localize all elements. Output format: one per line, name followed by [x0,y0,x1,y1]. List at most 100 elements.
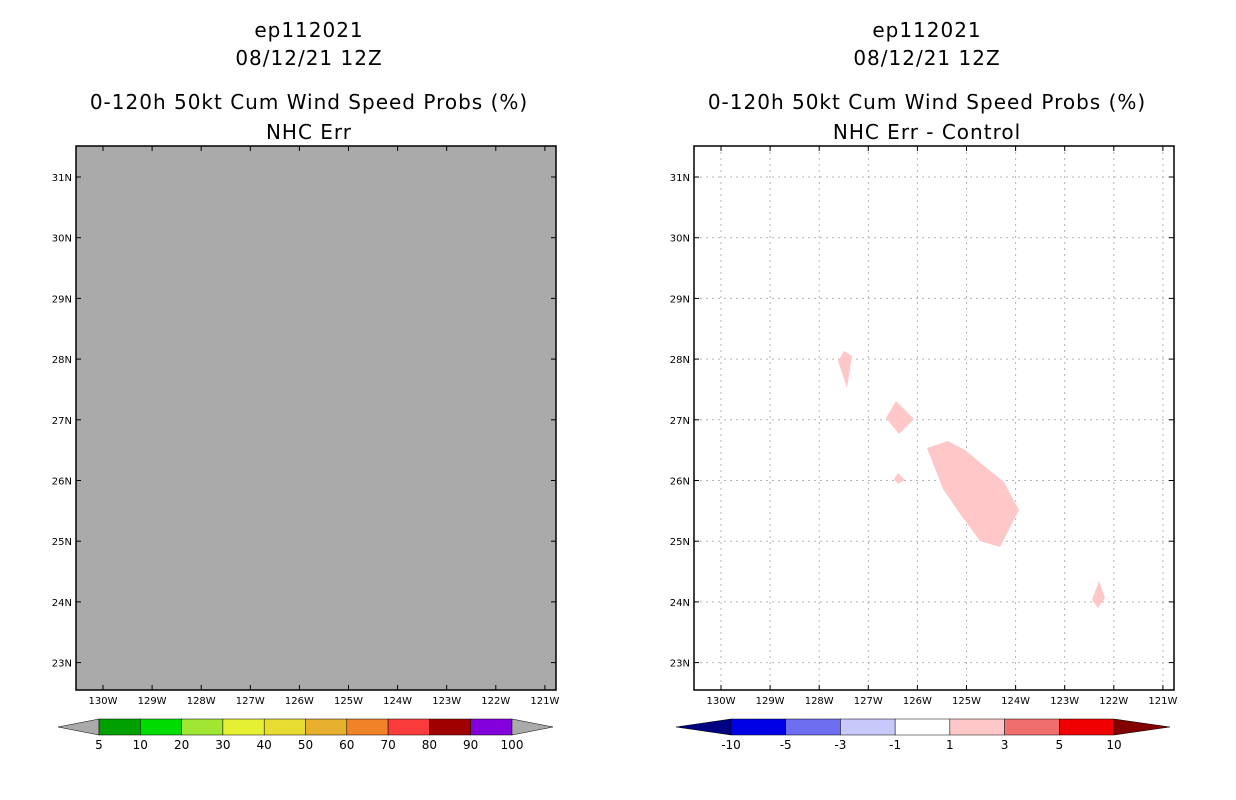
colorbar-label: 30 [215,738,230,752]
probability-difference-area [894,473,905,484]
colorbar-segment [730,718,786,736]
latitude-label: 24N [52,598,72,609]
colorbar-label: -1 [889,738,901,752]
right-panel: ep112021 08/12/21 12Z 0-120h 50kt Cum Wi… [618,0,1236,800]
longitude-label: 125W [334,696,363,707]
panel-subtitle: NHC Err - Control [832,120,1022,144]
datetime: 08/12/21 12Z [235,46,383,70]
longitude-label: 129W [756,696,785,707]
colorbar-label: 80 [422,738,437,752]
colorbar-label: 3 [1001,738,1009,752]
colorbar-segment [785,718,841,736]
colorbar-label: -5 [780,738,792,752]
colorbar-segment [346,718,389,736]
latitude-label: 27N [52,416,72,427]
map-background [694,146,1174,690]
longitude-label: 129W [138,696,167,707]
colorbar-segment [263,718,306,736]
colorbar-segment [1004,718,1060,736]
latitude-label: 30N [670,234,690,245]
latitude-label: 26N [670,477,690,488]
colorbar: -10 -5 -3 -1 1 3 5 10 [675,718,1171,752]
probability-difference-area [927,441,1019,547]
colorbar-label: 10 [1106,738,1121,752]
panel-subtitle: NHC Err [265,120,353,144]
longitude-label: 124W [1001,696,1030,707]
longitude-label: 121W [530,696,559,707]
colorbar-segment [98,718,141,736]
colorbar-label: 5 [1055,738,1063,752]
longitude-label: 121W [1148,696,1177,707]
colorbar: 5 10 20 30 40 50 60 70 80 90 100 [57,718,554,752]
colorbar-label: 90 [463,738,478,752]
latitude-label: 28N [52,355,72,366]
colorbar-label: 5 [95,738,103,752]
colorbar-segment [222,718,265,736]
colorbar-segment [470,718,513,736]
colorbar-segment [387,718,430,736]
longitude-label: 123W [432,696,461,707]
probability-difference-area [838,351,852,388]
latitude-label: 27N [670,416,690,427]
datetime: 08/12/21 12Z [853,46,1001,70]
colorbar-segment [429,718,471,736]
longitude-label: 127W [236,696,265,707]
latitude-label: 25N [52,537,72,548]
longitude-label: 122W [481,696,510,707]
colorbar-segment [305,718,348,736]
longitude-label: 126W [903,696,932,707]
latitude-label: 29N [52,294,72,305]
colorbar-low-end [57,718,100,736]
colorbar-segment [894,718,951,736]
map-left: 31N 30N 29N 28N 27N 26N 25N 24N 23N 130W 129W 128W 1… [52,145,559,752]
colorbar-segment [1059,718,1115,736]
longitude-label: 126W [285,696,314,707]
probability-difference-area [1092,581,1105,608]
longitude-label: 123W [1050,696,1079,707]
colorbar-label: 40 [257,738,272,752]
latitude-label: 30N [52,234,72,245]
latitude-label: 29N [670,294,690,305]
latitude-label: 23N [52,659,72,670]
colorbar-low-end [675,718,732,736]
latitude-label: 31N [670,173,690,184]
latitude-label: 31N [52,173,72,184]
product-title: 0-120h 50kt Cum Wind Speed Probs (%) [707,90,1147,114]
map-frame [75,145,557,691]
latitude-label: 28N [670,355,690,366]
colorbar-label: 50 [298,738,313,752]
storm-id: ep112021 [872,18,982,42]
colorbar-segment [140,718,182,736]
latitude-label: 26N [52,477,72,488]
storm-id: ep112021 [254,18,364,42]
colorbar-segment [181,718,224,736]
longitude-label: 127W [854,696,883,707]
map-frame [693,145,1175,691]
longitude-label: 130W [89,696,118,707]
colorbar-label: 60 [339,738,354,752]
colorbar-label: -3 [834,738,846,752]
colorbar-label: 70 [380,738,395,752]
probability-difference-area [886,401,914,434]
colorbar-label: 20 [174,738,189,752]
colorbar-high-end [1113,718,1171,736]
latitude-label: 24N [670,598,690,609]
longitude-label: 125W [952,696,981,707]
colorbar-label: 10 [133,738,148,752]
longitude-label: 128W [187,696,216,707]
longitude-label: 130W [707,696,736,707]
colorbar-high-end [511,718,554,736]
colorbar-label: 1 [946,738,954,752]
longitude-label: 128W [805,696,834,707]
colorbar-label: 100 [501,738,524,752]
latitude-label: 23N [670,659,690,670]
map-right: 31N 30N 29N 28N 27N 26N 25N 24N 23N 130W 129W 128W 1… [670,145,1177,752]
colorbar-label: -10 [721,738,741,752]
colorbar-segment [949,718,1005,736]
left-panel: ep112021 08/12/21 12Z 0-120h 50kt Cum Wi… [52,18,560,752]
colorbar-segment [840,718,896,736]
latitude-label: 25N [670,537,690,548]
map-background [76,146,556,690]
longitude-label: 124W [383,696,412,707]
product-title: 0-120h 50kt Cum Wind Speed Probs (%) [89,90,529,114]
